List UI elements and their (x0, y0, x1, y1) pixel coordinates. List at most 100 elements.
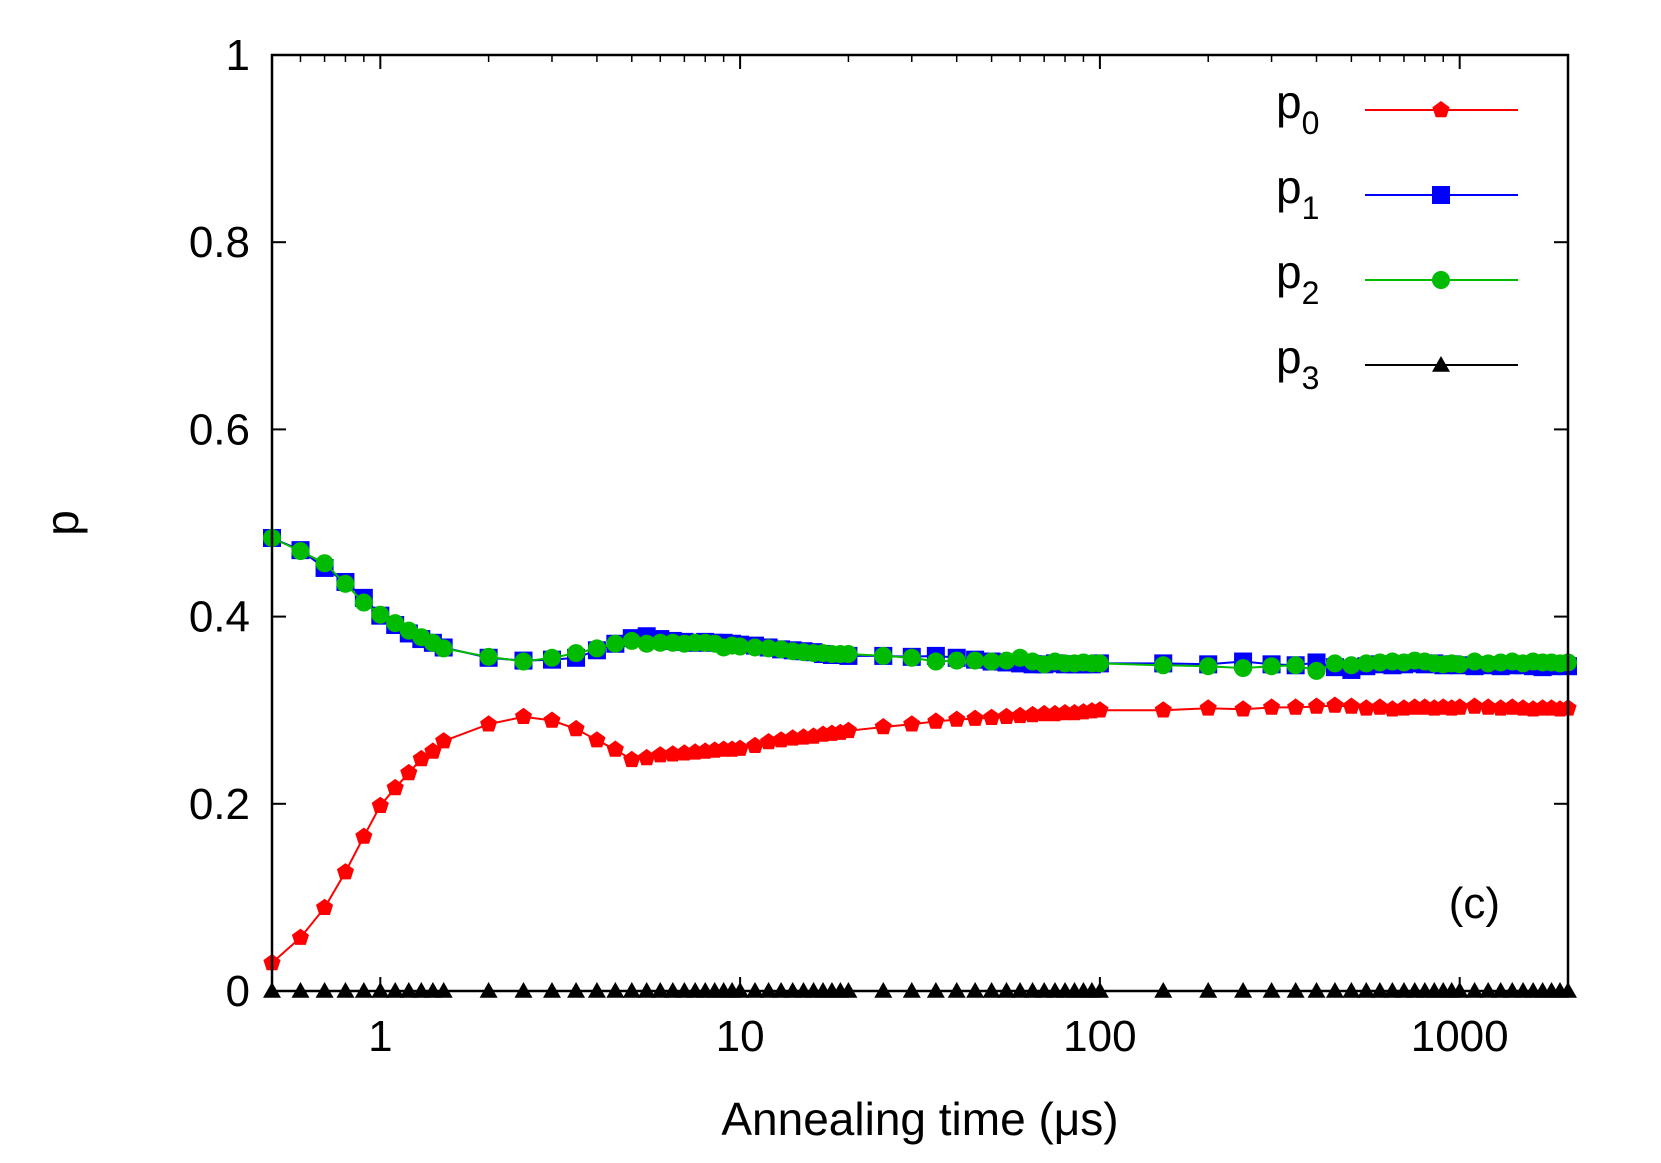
legend-series-subscript: 0 (1302, 105, 1320, 141)
legend-series-subscript: 3 (1302, 360, 1320, 396)
data-point-p2 (622, 631, 641, 650)
data-point-p0 (355, 827, 373, 844)
data-point-p2 (1286, 656, 1305, 675)
data-point-p2 (1465, 652, 1484, 671)
data-point-p0 (1371, 698, 1389, 715)
data-point-p2 (315, 554, 334, 573)
data-point-p0 (424, 742, 442, 759)
legend-series-name: p (1276, 161, 1302, 213)
legend-series-name: p (1276, 246, 1302, 298)
data-point-p0 (1326, 696, 1344, 713)
x-tick-label: 1 (368, 1012, 392, 1061)
data-point-p2 (479, 647, 498, 666)
legend-marker (1432, 356, 1450, 372)
data-point-p0 (874, 718, 892, 735)
data-point-p2 (745, 638, 764, 657)
data-point-p2 (336, 574, 355, 593)
data-point-p2 (514, 652, 533, 671)
y-tick-label: 0.6 (189, 405, 250, 454)
data-point-p0 (1263, 698, 1281, 715)
legend-item-p1: p1 (1276, 161, 1518, 226)
legend-item-p2: p2 (1276, 246, 1518, 311)
data-point-p0 (1011, 706, 1029, 724)
data-point-p2 (947, 651, 966, 670)
data-point-p2 (1234, 659, 1253, 678)
data-point-p2 (982, 652, 1001, 671)
data-point-p0 (386, 778, 404, 796)
x-tick-label: 1000 (1411, 1012, 1509, 1061)
legend-label: p0 (1276, 76, 1319, 141)
legend-marker (1432, 186, 1450, 204)
data-point-p2 (1154, 656, 1173, 675)
data-point-p0 (606, 740, 624, 757)
y-tick-label: 0.8 (189, 218, 250, 267)
data-point-p2 (606, 634, 625, 653)
data-point-p0 (435, 732, 453, 749)
data-point-p0 (997, 707, 1015, 724)
data-point-p0 (567, 719, 585, 737)
data-point-p0 (543, 711, 561, 728)
data-point-p2 (651, 633, 670, 652)
plot-frame (270, 53, 1570, 993)
legend-label: p1 (1276, 161, 1319, 226)
data-point-p0 (839, 721, 857, 739)
data-point-p2 (637, 634, 656, 653)
x-tick-label: 100 (1063, 1012, 1136, 1061)
data-point-p0 (1154, 701, 1172, 718)
data-point-p0 (316, 898, 334, 915)
x-axis-label: Annealing time (μs) (721, 1093, 1118, 1145)
data-point-p2 (567, 644, 586, 663)
data-point-p0 (1479, 698, 1497, 715)
legend-series-subscript: 1 (1302, 190, 1320, 226)
y-tick-label: 0.2 (189, 780, 250, 829)
data-point-p2 (731, 637, 750, 656)
legend-item-p0: p0 (1276, 76, 1518, 141)
legend-marker (1432, 101, 1450, 118)
y-axis-label: p (36, 510, 88, 536)
series-p2 (263, 528, 1577, 680)
legend-item-p3: p3 (1276, 331, 1518, 396)
data-point-p0 (903, 715, 921, 732)
data-point-p0 (966, 709, 984, 726)
data-point-p2 (1450, 655, 1469, 674)
data-point-p2 (291, 542, 310, 561)
data-point-p2 (1307, 661, 1326, 680)
x-tick-label: 10 (716, 1012, 765, 1061)
data-point-p0 (1466, 697, 1484, 714)
plot-series (263, 528, 1577, 998)
data-point-p2 (874, 646, 893, 665)
data-point-p0 (514, 707, 532, 724)
data-point-p0 (746, 736, 764, 753)
legend-series-subscript: 2 (1302, 275, 1320, 311)
data-point-p2 (926, 652, 945, 671)
legend-series-name: p (1276, 76, 1302, 128)
data-point-p2 (1090, 654, 1109, 673)
data-point-p2 (1342, 656, 1361, 675)
data-point-p0 (731, 739, 749, 756)
legend-marker (1432, 271, 1450, 289)
data-point-p2 (997, 651, 1016, 670)
data-point-p2 (966, 651, 985, 670)
legend-series-name: p (1276, 331, 1302, 383)
data-point-p0 (480, 715, 498, 732)
data-point-p0 (1492, 699, 1510, 716)
data-point-p0 (948, 710, 966, 727)
data-point-p0 (1308, 697, 1326, 714)
data-point-p2 (371, 605, 390, 624)
data-point-p0 (983, 708, 1001, 725)
data-point-p0 (1199, 699, 1217, 716)
data-point-p2 (1325, 654, 1344, 673)
data-point-p2 (354, 593, 373, 612)
data-point-p0 (291, 928, 309, 945)
data-point-p0 (760, 733, 778, 750)
data-point-p2 (1262, 657, 1281, 676)
data-point-p2 (386, 614, 405, 633)
legend-label: p2 (1276, 246, 1319, 311)
data-point-p2 (434, 639, 453, 658)
data-point-p2 (839, 645, 858, 664)
data-point-p0 (651, 746, 669, 763)
data-point-p0 (1342, 697, 1360, 714)
series-p0 (263, 696, 1577, 971)
data-point-p0 (336, 863, 354, 880)
